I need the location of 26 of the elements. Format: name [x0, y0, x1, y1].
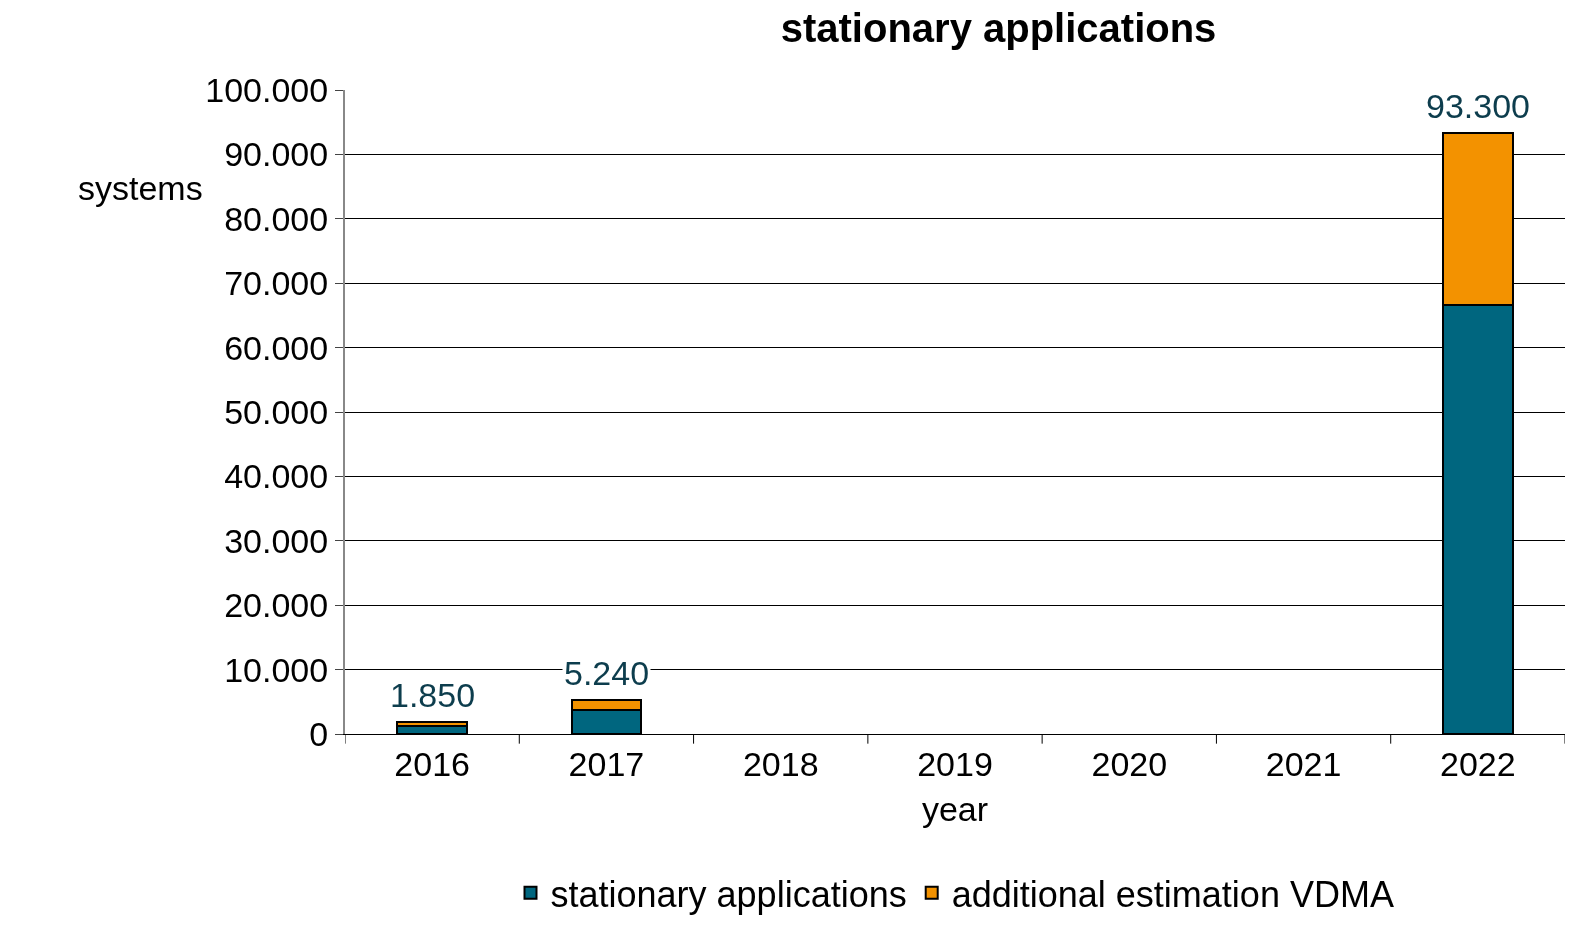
x-tick-label: 2020 [1091, 744, 1168, 783]
total-label: 5.240 [564, 654, 650, 692]
legend-label: stationary applications [550, 873, 907, 915]
y-tick-label: 40.000 [224, 457, 329, 496]
x-tick-label: 2016 [394, 744, 470, 783]
chart-title: stationary applications [780, 6, 1217, 51]
y-tick-label: 90.000 [224, 135, 329, 174]
legend-label: additional estimation VDMA [951, 873, 1394, 915]
y-tick-label: 10.000 [224, 650, 329, 689]
x-tick-label: 2017 [568, 744, 645, 783]
y-tick-label: 60.000 [224, 328, 329, 367]
y-tick-label: 50.000 [224, 392, 329, 431]
x-tick-label: 2019 [917, 744, 993, 783]
x-tick-label: 2022 [1440, 744, 1516, 783]
y-tick-label: 30.000 [224, 521, 329, 560]
total-label: 1.850 [390, 676, 476, 714]
y-tick-label: 20.000 [224, 586, 329, 625]
y-tick-label: 70.000 [224, 264, 329, 303]
x-tick-label: 2021 [1265, 744, 1342, 783]
y-tick-label: 100.000 [205, 70, 329, 109]
y-tick-label: 80.000 [224, 199, 329, 238]
y-tick-label: 0 [309, 714, 329, 753]
x-tick-label: 2018 [742, 744, 819, 783]
y-axis-title: systems [78, 169, 203, 207]
x-axis-title: year [921, 790, 989, 829]
total-label: 93.300 [1426, 87, 1530, 125]
